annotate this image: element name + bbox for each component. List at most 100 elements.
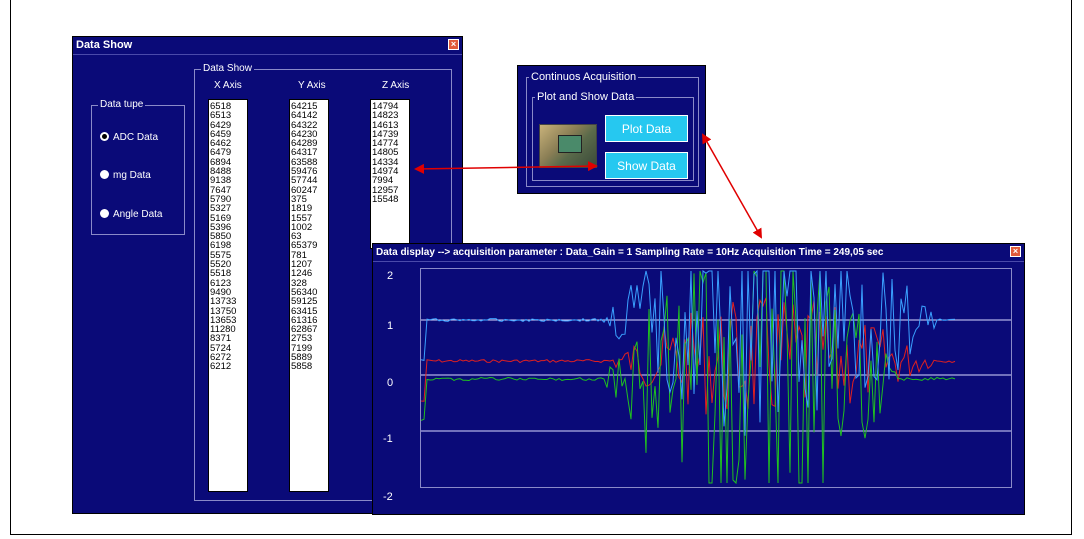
list-value: 2753: [291, 333, 313, 345]
list-value: 12957: [372, 184, 399, 196]
list-value: 13653: [210, 314, 237, 326]
list-value: 5724: [210, 342, 232, 354]
trace-blue: [420, 269, 956, 436]
list-value: 14974: [372, 166, 399, 178]
continuous-acquisition-label: Continuos Acquisition: [529, 71, 639, 83]
list-value: 13750: [210, 305, 237, 317]
radio-adc-label: ADC Data: [113, 132, 159, 143]
list-value: 6272: [210, 352, 232, 364]
list-value: 781: [291, 249, 307, 261]
radio-mg-data[interactable]: mg Data: [100, 169, 151, 182]
list-value: 1819: [291, 203, 313, 215]
x-axis-header: X Axis: [214, 80, 242, 91]
list-value: 9138: [210, 175, 232, 187]
list-value: 57744: [291, 175, 318, 187]
list-value: 6462: [210, 138, 232, 150]
y-tick-label: -1: [383, 433, 393, 445]
oscilloscope-image: [539, 124, 597, 168]
z-axis-list[interactable]: 14794 14823 14613 14739 14774 14805 14334 14974…: [370, 99, 410, 249]
data-type-group-label: Data tupe: [98, 99, 146, 111]
radio-adc-data[interactable]: ADC Data: [100, 131, 159, 144]
list-value: 5327: [210, 203, 232, 215]
plot-area: [420, 268, 1012, 488]
list-value: 64142: [291, 110, 318, 122]
data-show-group-label: Data Show: [201, 63, 254, 75]
list-value: 5858: [291, 361, 313, 373]
list-value: 328: [291, 277, 307, 289]
plot-data-button[interactable]: Plot Data: [605, 115, 688, 142]
signal-plot: [420, 269, 1011, 485]
list-value: 15548: [372, 193, 399, 205]
list-value: 8488: [210, 166, 232, 178]
close-icon[interactable]: ×: [1010, 246, 1021, 257]
list-value: 56340: [291, 286, 318, 298]
z-axis-header: Z Axis: [382, 80, 410, 91]
close-icon[interactable]: ×: [448, 39, 459, 50]
list-value: 64322: [291, 119, 318, 131]
list-value: 61316: [291, 314, 318, 326]
radio-mg-label: mg Data: [113, 170, 151, 181]
list-value: 62867: [291, 324, 318, 336]
data-display-title: Data display --> acquisition parameter :…: [376, 247, 884, 258]
list-value: 14805: [372, 147, 399, 159]
list-value: 63588: [291, 156, 318, 168]
radio-unselected-icon: [100, 208, 109, 218]
list-value: 11280: [210, 324, 236, 336]
list-value: 7199: [291, 342, 313, 354]
list-value: 14823: [372, 110, 399, 122]
y-tick-label: -2: [383, 491, 393, 503]
list-value: 64215: [291, 101, 318, 112]
y-tick-label: 1: [387, 320, 394, 332]
trace-red: [420, 297, 956, 415]
list-value: 8371: [210, 333, 232, 345]
y-axis-list[interactable]: 64215 64142 64322 64230 64289 64317 63588 59476…: [289, 99, 329, 492]
radio-unselected-icon: [100, 169, 109, 179]
list-value: 5169: [210, 212, 232, 224]
radio-angle-data[interactable]: Angle Data: [100, 208, 163, 221]
arrow-plot-to-display: [702, 133, 762, 239]
list-value: 65379: [291, 240, 318, 252]
list-value: 6212: [210, 361, 232, 373]
list-value: 375: [291, 193, 307, 205]
list-value: 6894: [210, 156, 232, 168]
data-show-title: Data Show: [76, 39, 133, 51]
list-value: 14613: [372, 119, 399, 131]
list-value: 7994: [372, 175, 394, 187]
trace-green: [420, 270, 956, 485]
data-type-group: Data tupe ADC Data mg Data Angle Data: [91, 99, 185, 235]
arrow-list-to-show: [414, 161, 598, 174]
list-value: 1246: [291, 268, 313, 280]
radio-angle-label: Angle Data: [113, 209, 163, 220]
y-tick-label: 0: [387, 377, 394, 389]
list-value: 7647: [210, 184, 232, 196]
continuous-acquisition-group: Continuos Acquisition: [526, 71, 699, 187]
show-data-button[interactable]: Show Data: [605, 152, 688, 179]
list-value: 6479: [210, 147, 232, 159]
list-value: 59125: [291, 296, 318, 308]
list-value: 5850: [210, 231, 232, 243]
list-value: 6429: [210, 119, 232, 131]
list-value: 14794: [372, 101, 399, 112]
list-value: 60247: [291, 184, 318, 196]
list-value: 6123: [210, 277, 232, 289]
list-value: 63415: [291, 305, 318, 317]
list-value: 63: [291, 231, 302, 243]
y-axis-header: Y Axis: [298, 80, 326, 91]
list-value: 5396: [210, 221, 232, 233]
list-value: 14739: [372, 128, 399, 140]
list-value: 5790: [210, 193, 232, 205]
list-value: 64230: [291, 128, 318, 140]
data-show-titlebar: Data Show ×: [73, 37, 462, 55]
list-value: 5575: [210, 249, 232, 261]
list-value: 6513: [210, 110, 232, 122]
list-value: 9490: [210, 286, 232, 298]
list-value: 64317: [291, 147, 318, 159]
x-axis-list[interactable]: 6518 6513 6429 6459 6462 6479 6894 8488 9138 7647…: [208, 99, 248, 492]
plot-show-group: Plot and Show Data: [532, 91, 694, 181]
list-value: 6518: [210, 101, 232, 112]
list-value: 14774: [372, 138, 399, 150]
y-tick-label: 2: [387, 270, 394, 282]
list-value: 59476: [291, 166, 318, 178]
list-value: 5889: [291, 352, 313, 364]
